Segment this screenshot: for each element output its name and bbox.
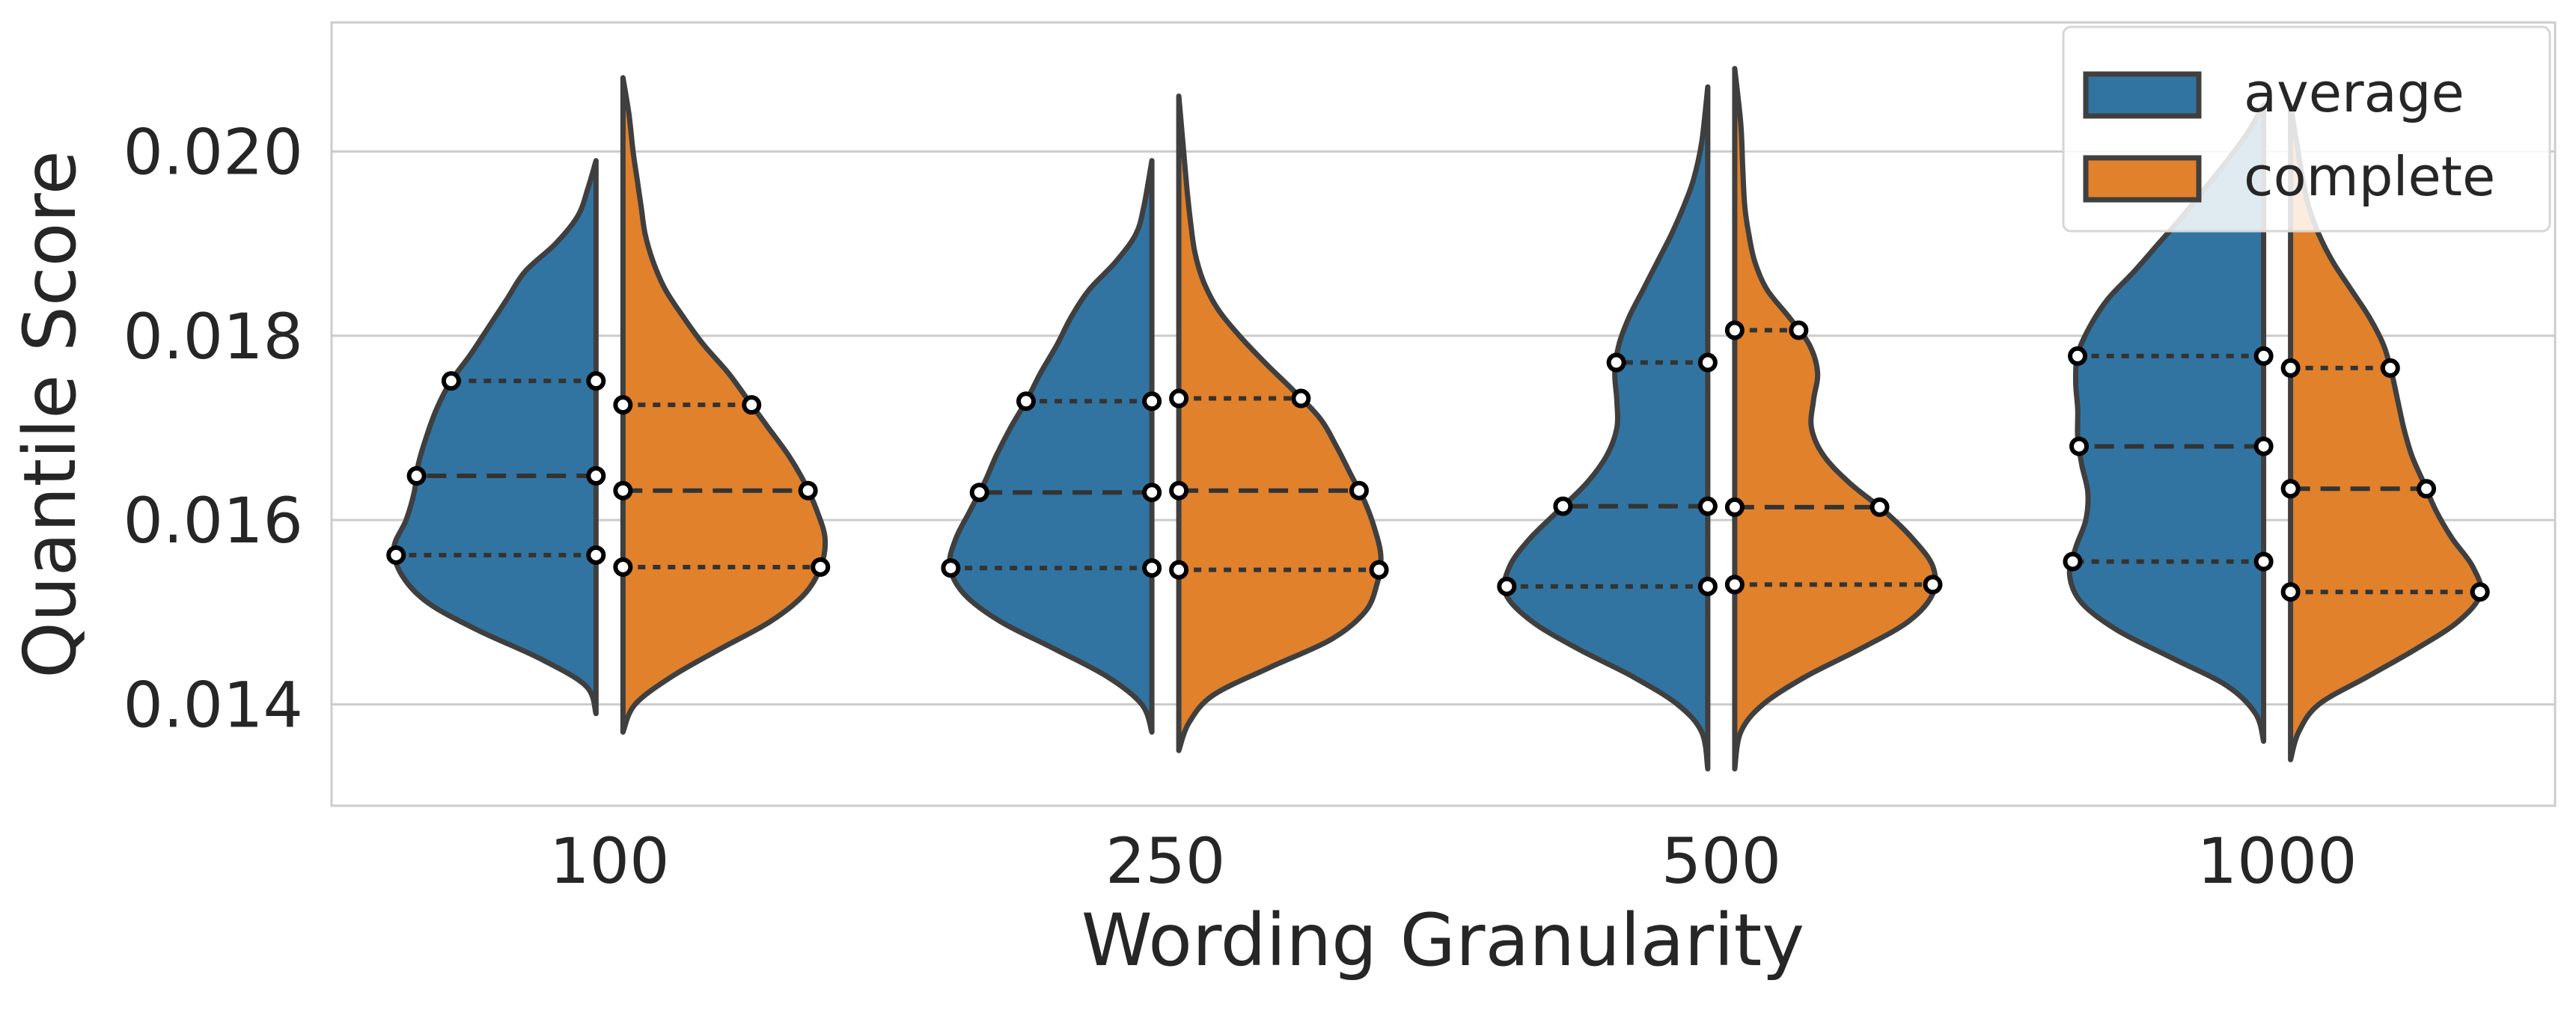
violin-half [391, 158, 599, 717]
quartile-marker [1142, 391, 1162, 411]
quartile-marker [1724, 320, 1745, 340]
quartile-marker [613, 395, 633, 415]
legend-item-average: average [2083, 61, 2464, 124]
quartile-marker [2280, 358, 2301, 378]
quartile-marker [1169, 388, 1189, 408]
x-tick-label: 500 [1661, 824, 1781, 898]
quartile-marker [586, 466, 606, 486]
violin-average-100 [386, 158, 606, 717]
quartile-marker [2063, 551, 2083, 572]
quartile-marker [1697, 352, 1718, 373]
plot-frame [330, 21, 2557, 807]
y-tick-label: 0.018 [123, 300, 303, 373]
legend-swatch-average [2083, 71, 2202, 119]
x-axis-label: Wording Granularity [1081, 899, 1804, 982]
quartile-marker [1606, 352, 1626, 373]
y-tick-label: 0.014 [123, 669, 303, 742]
x-tick-label: 250 [1105, 824, 1225, 898]
violin-half [1176, 94, 1384, 753]
quartile-marker [1789, 320, 1809, 340]
legend: average complete [2062, 25, 2551, 233]
quartile-marker [2280, 582, 2301, 602]
quartile-marker [1724, 497, 1745, 517]
violin-average-500 [1497, 84, 1718, 772]
legend-item-complete: complete [2083, 145, 2495, 208]
quartile-marker [2280, 479, 2301, 499]
quartile-marker [1142, 483, 1162, 503]
quartile-marker [2253, 436, 2274, 456]
violin-layer [386, 66, 2490, 772]
legend-label-average: average [2244, 61, 2464, 124]
quartile-marker [1349, 480, 1369, 501]
violin-complete-500 [1724, 66, 1943, 772]
quartile-marker [941, 558, 961, 578]
quartile-marker [1169, 480, 1189, 501]
violin-complete-100 [613, 75, 831, 735]
quartile-marker [441, 371, 461, 391]
violin-half [1732, 66, 1938, 772]
y-tick-label: 0.016 [123, 484, 303, 557]
quartile-marker [1697, 576, 1718, 596]
quartile-marker [1016, 391, 1037, 411]
quartile-marker [586, 545, 606, 565]
quartile-marker [2069, 436, 2090, 456]
quartile-marker [1291, 388, 1311, 408]
axis-layer: Wording Granularity Quantile Score 0.014… [8, 21, 2557, 982]
quartile-marker [2068, 346, 2088, 366]
legend-label-complete: complete [2244, 145, 2495, 208]
quartile-marker [1169, 560, 1189, 580]
legend-swatch-complete [2083, 155, 2202, 203]
x-tick-label: 100 [549, 824, 669, 898]
quartile-marker [1142, 558, 1162, 578]
quartile-marker [798, 480, 818, 501]
y-axis-label: Quantile Score [8, 150, 92, 679]
quartile-marker [386, 545, 406, 565]
x-tick-label: 1000 [2197, 824, 2357, 898]
quartile-marker [2253, 346, 2274, 366]
quartile-marker [1553, 496, 1573, 516]
quartile-marker [1923, 575, 1943, 595]
quartile-marker [586, 371, 606, 391]
y-tick-label: 0.020 [123, 115, 303, 189]
quartile-marker [1870, 497, 1890, 517]
quartile-marker [613, 480, 633, 501]
violin-average-250 [941, 158, 1162, 735]
quartile-marker [1369, 560, 1389, 580]
quartile-marker [969, 483, 989, 503]
quartile-marker [406, 466, 427, 486]
quartile-marker [742, 395, 762, 415]
quartile-marker [1497, 576, 1517, 596]
violin-complete-250 [1169, 94, 1389, 753]
violin-half [947, 158, 1155, 735]
violin-half [1501, 84, 1711, 772]
quartile-marker [2417, 479, 2437, 499]
quartile-marker [2470, 582, 2490, 602]
quartile-marker [811, 557, 831, 577]
quartile-marker [2380, 358, 2400, 378]
quartile-marker [613, 557, 633, 577]
quartile-marker [2253, 551, 2274, 572]
quartile-marker [1697, 496, 1718, 516]
quartile-marker [1724, 575, 1745, 595]
